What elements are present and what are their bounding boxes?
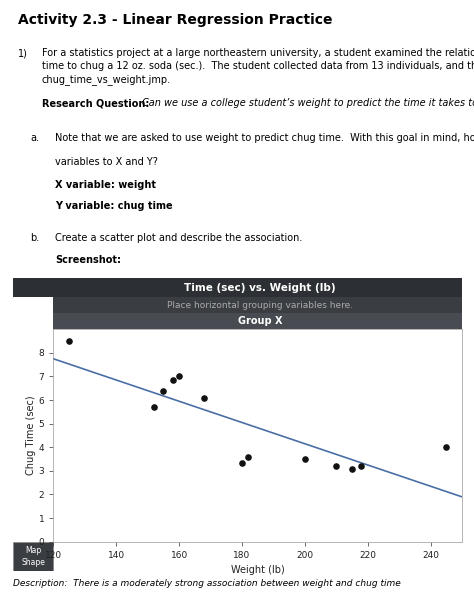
Bar [54,297,462,313]
Text: Map
Shape: Map Shape [21,546,45,567]
Point [150,402,158,412]
Point [175,371,183,381]
Text: Place horizontal grouping variables here.: Place horizontal grouping variables here… [167,300,353,310]
Text: Group X: Group X [237,316,282,326]
Text: Can we use a college student’s weight to predict the time it takes to chug a 12o: Can we use a college student’s weight to… [142,98,474,108]
Point [357,461,365,471]
Point [332,461,340,471]
Text: variables to X and Y?: variables to X and Y? [55,157,158,167]
Text: Note that we are asked to use weight to predict chug time.  With this goal in mi: Note that we are asked to use weight to … [55,133,474,143]
Text: Description:  There is a moderately strong association between weight and chug t: Description: There is a moderately stron… [13,579,401,588]
Bar [54,313,462,329]
Text: For a statistics project at a large northeastern university, a student examined : For a statistics project at a large nort… [42,48,474,85]
Text: a.: a. [30,133,39,143]
Text: Research Question:: Research Question: [42,98,153,108]
Text: X variable: weight: X variable: weight [55,180,156,190]
Text: Time (sec) vs. Weight (lb): Time (sec) vs. Weight (lb) [184,283,336,292]
Text: 1): 1) [18,48,28,58]
Text: Screenshot:: Screenshot: [55,255,121,265]
Text: Create a scatter plot and describe the association.: Create a scatter plot and describe the a… [55,233,302,243]
Y-axis label: Chug Time (sec): Chug Time (sec) [26,395,36,475]
Point [201,393,208,403]
Text: Activity 2.3 - Linear Regression Practice: Activity 2.3 - Linear Regression Practic… [18,13,332,27]
Bar [13,278,462,297]
Point [238,458,246,468]
Point [301,454,309,464]
Point [160,386,167,395]
Point [348,463,356,473]
Point [169,375,177,385]
Bar [13,542,54,571]
X-axis label: Weight (lb): Weight (lb) [231,565,284,575]
Point [443,443,450,452]
Text: Y variable: chug time: Y variable: chug time [55,201,173,211]
Point [245,452,252,462]
Text: b.: b. [30,233,39,243]
Point [65,336,73,346]
